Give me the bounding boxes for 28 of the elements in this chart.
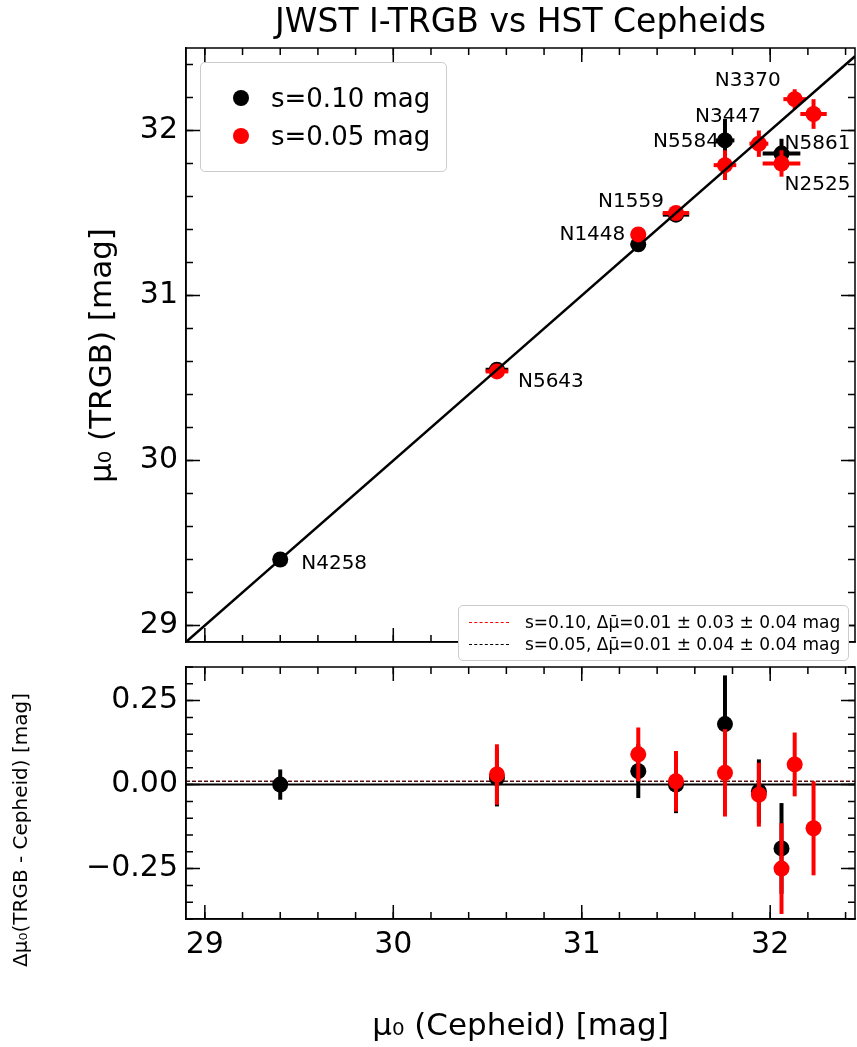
annotation: N3370 — [714, 67, 781, 92]
annotation: N5643 — [517, 367, 584, 392]
annotation: N4258 — [301, 549, 368, 574]
y-tick-label: 0.00 — [111, 764, 178, 800]
y-axis-title: Δμ₀(TRGB - Cepheid) [mag] — [7, 693, 32, 967]
y-tick-label: −0.25 — [86, 848, 178, 884]
x-tick-label: 31 — [562, 924, 601, 960]
y-tick-label: 30 — [139, 440, 178, 476]
legend-label: s=0.05 mag — [271, 121, 431, 151]
x-tick-label: 29 — [185, 924, 224, 960]
annotation: N5861 — [784, 129, 851, 154]
x-tick-label: 30 — [374, 924, 413, 960]
legend-label: s=0.05, Δμ̄=0.01 ± 0.04 ± 0.04 mag — [525, 634, 841, 654]
x-tick-label: 32 — [751, 924, 790, 960]
legend-label: s=0.10 mag — [271, 83, 431, 113]
annotation: N1448 — [559, 220, 626, 245]
y-tick-label: 0.25 — [111, 680, 178, 716]
y-tick-label: 31 — [139, 275, 178, 311]
chart-title: JWST I-TRGB vs HST Cepheids — [272, 1, 767, 40]
y-tick-label: 29 — [139, 605, 178, 641]
annotation: N2525 — [784, 170, 851, 195]
annotation: N5584 — [653, 127, 719, 152]
y-axis-title: μ₀ (TRGB) [mag] — [81, 227, 118, 483]
y-tick-label: 32 — [139, 110, 178, 146]
annotation: N1559 — [598, 188, 664, 213]
legend-label: s=0.10, Δμ̄=0.01 ± 0.03 ± 0.04 mag — [525, 612, 841, 632]
x-axis-title: μ₀ (Cepheid) [mag] — [371, 1006, 670, 1042]
annotation: N3447 — [695, 102, 761, 127]
